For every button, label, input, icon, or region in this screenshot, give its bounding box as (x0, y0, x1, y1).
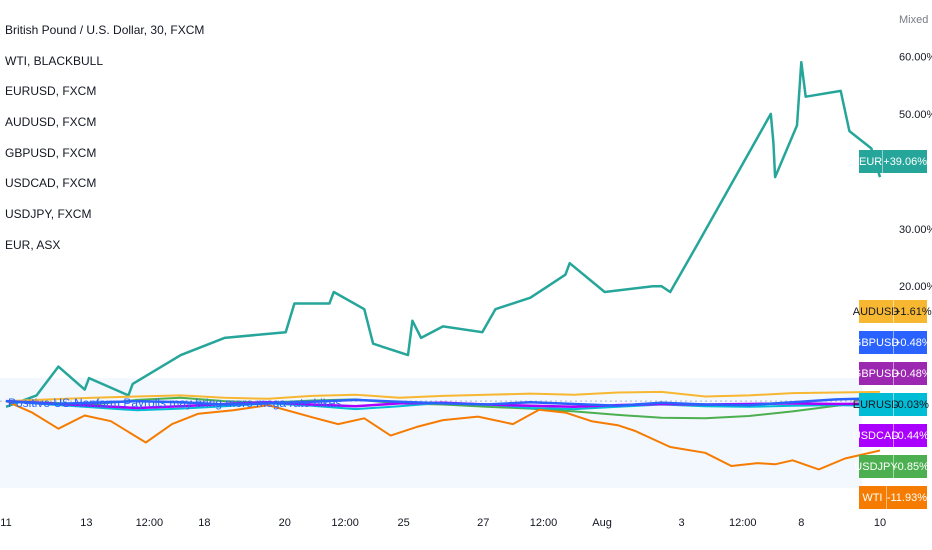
badge-value: +39.06% (882, 150, 927, 173)
series-line-gbpusd[interactable] (5, 397, 881, 407)
legend-item[interactable]: EUR, ASX (5, 237, 61, 252)
badge-symbol: GBPUSD (852, 336, 900, 349)
series-line-wti[interactable] (5, 400, 881, 471)
x-tick-label: 10 (874, 517, 886, 529)
x-tick-label: 27 (477, 517, 489, 529)
badge-value: -11.93% (885, 486, 927, 509)
x-tick-label: 8 (798, 517, 804, 529)
legend-item[interactable]: USDJPY, FXCM (5, 207, 92, 222)
badge-symbol: EUR (859, 155, 883, 168)
legend: British Pound / U.S. Dollar, 30, FXCM WT… (5, 23, 204, 269)
series-layer (0, 60, 891, 471)
price-badge-gbpusd: GBPUSD +0.48% (852, 362, 932, 385)
y-tick-label: 20.00% (899, 281, 932, 293)
price-badge-usdcad: USDCAD -0.44% (852, 424, 929, 447)
x-tick-label: 13 (80, 517, 92, 529)
x-tick-label: 12:00 (331, 517, 359, 529)
x-tick-label: 12:00 (729, 517, 757, 529)
price-badge-eurusd: EURUSD -0.03% (852, 393, 929, 416)
x-tick-label: Aug (592, 517, 612, 529)
badge-symbol: GBPUSD (852, 367, 900, 380)
price-scale[interactable]: 20.00% 30.00% 50.00% 60.00% (899, 51, 932, 293)
x-tick-label: 11 (0, 517, 11, 529)
legend-item[interactable]: GBPUSD, FXCM (5, 145, 97, 160)
series-line-eur[interactable] (5, 60, 882, 408)
badge-symbol: USDJPY (854, 460, 898, 473)
badge-symbol: WTI (862, 491, 883, 504)
y-tick-label: 30.00% (899, 224, 932, 236)
badge-value: -0.44% (893, 424, 929, 447)
legend-item[interactable]: WTI, BLACKBULL (5, 53, 104, 68)
y-tick-label: 60.00% (899, 51, 932, 63)
price-badge-audusd: AUDUSD +1.61% (852, 300, 932, 323)
legend-item[interactable]: EURUSD, FXCM (5, 84, 97, 99)
x-tick-label: 3 (679, 517, 685, 529)
price-badge-eur: EUR +39.06% (859, 150, 927, 173)
badge-value: +0.48% (893, 331, 932, 354)
badge-value: -0.85% (893, 455, 929, 478)
x-tick-label: 12:00 (136, 517, 164, 529)
badge-value: +1.61% (893, 300, 932, 323)
badge-value: -0.03% (893, 393, 929, 416)
x-tick-label: 12:00 (530, 517, 558, 529)
badge-symbol: AUDUSD (852, 305, 900, 318)
badge-symbol: EURUSD (852, 398, 900, 411)
price-badge-usdjpy: USDJPY -0.85% (854, 455, 929, 478)
x-tick-label: 18 (198, 517, 210, 529)
y-tick-label: 50.00% (899, 109, 932, 121)
price-badge-wti: WTI -11.93% (859, 486, 927, 509)
legend-item[interactable]: AUDUSD, FXCM (5, 115, 97, 130)
legend-main-symbol[interactable]: British Pound / U.S. Dollar, 30, FXCM (5, 23, 205, 37)
series-line-audusd[interactable] (5, 390, 881, 403)
badge-value: +0.48% (893, 362, 932, 385)
badge-symbol: USDCAD (852, 429, 900, 442)
x-tick-label: 25 (398, 517, 410, 529)
price-badge-gbpusd: GBPUSD +0.48% (852, 331, 932, 354)
time-scale[interactable]: 11 13 12:00 18 20 12:00 25 27 12:00 Aug 3 12:00 8 10 (0, 517, 886, 529)
legend-item[interactable]: USDCAD, FXCM (5, 176, 97, 191)
x-tick-label: 20 (279, 517, 291, 529)
scale-mode-label[interactable]: Mixed (899, 14, 929, 26)
chart-annotation[interactable]: Positive US-Nonfarm Payrolls may bring m… (8, 396, 342, 410)
